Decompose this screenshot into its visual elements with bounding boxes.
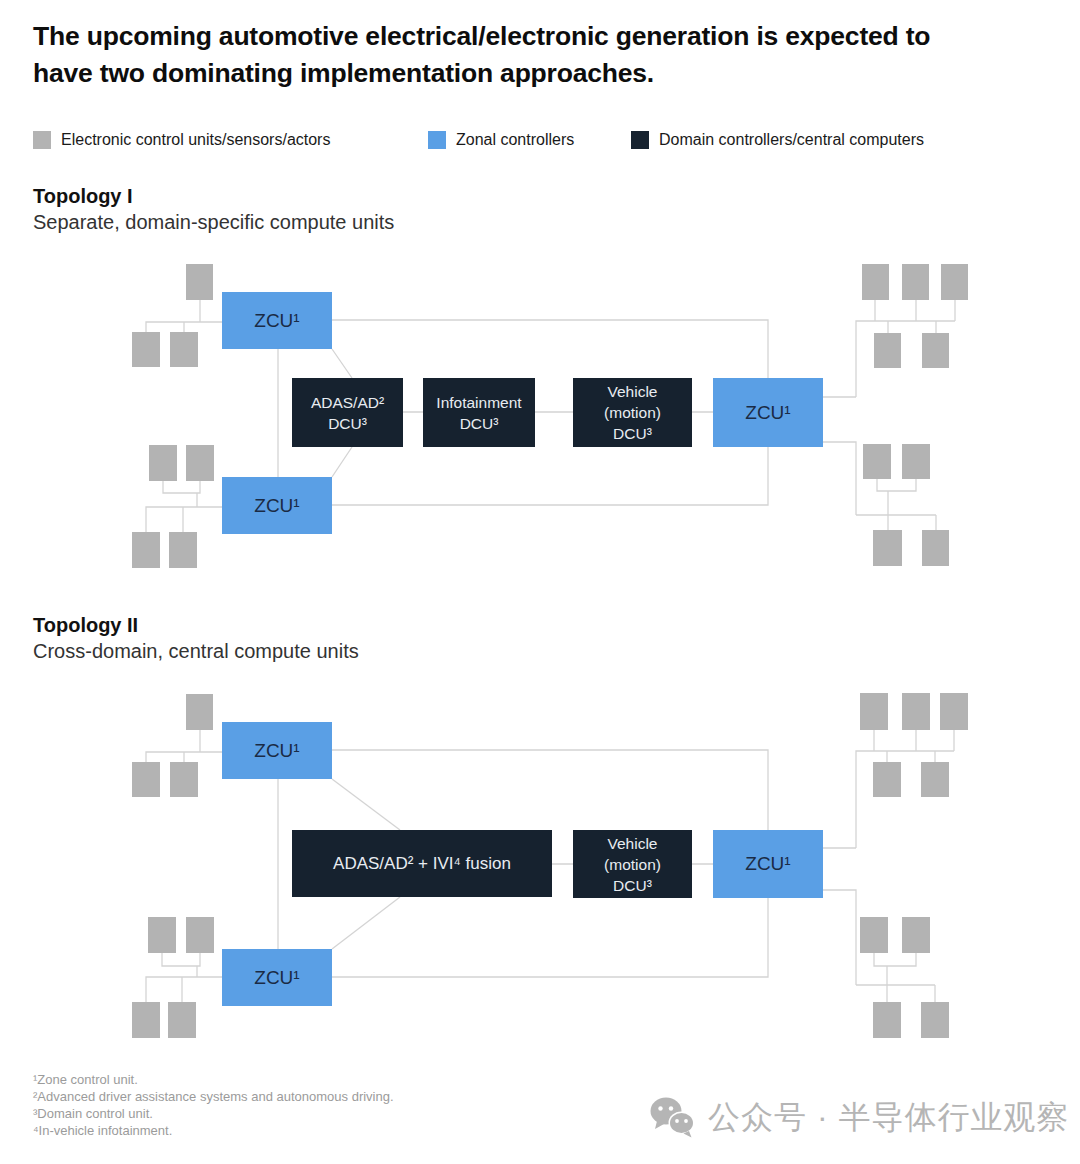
- ecu-square: [168, 1002, 196, 1038]
- ecu-square: [860, 693, 888, 730]
- ecu-square: [170, 762, 198, 797]
- ecu-square: [132, 332, 160, 367]
- topology2-zcu-right: ZCU¹: [713, 830, 823, 898]
- ecu-square: [863, 444, 891, 479]
- infographic-canvas: The upcoming automotive electrical/elect…: [0, 0, 1080, 1164]
- topology2-zcu-top-left: ZCU¹: [222, 722, 332, 779]
- ecu-square: [941, 264, 968, 300]
- ecu-square: [921, 1002, 949, 1038]
- topology2-zcu-bottom-left: ZCU¹: [222, 949, 332, 1006]
- topology2-adas-ivi-fusion-box: ADAS/AD² + IVI⁴ fusion: [292, 830, 552, 897]
- ecu-square: [132, 532, 160, 568]
- ecu-square: [186, 694, 213, 730]
- ecu-square: [902, 444, 930, 479]
- ecu-square: [873, 1002, 901, 1038]
- ecu-square: [922, 530, 949, 566]
- ecu-square: [902, 264, 929, 300]
- ecu-square: [922, 333, 949, 368]
- ecu-square: [170, 332, 198, 367]
- ecu-square: [902, 693, 930, 730]
- ecu-square: [940, 693, 968, 730]
- topology1-infotainment-dcu-box: Infotainment DCU³: [423, 378, 535, 447]
- connector-lines: [0, 0, 1080, 1164]
- ecu-square: [874, 333, 901, 368]
- ecu-square: [862, 264, 889, 300]
- ecu-square: [132, 762, 160, 797]
- ecu-square: [902, 917, 930, 953]
- ecu-square: [186, 445, 214, 481]
- ecu-square: [873, 762, 901, 797]
- topology1-adas-dcu-box: ADAS/AD² DCU³: [292, 378, 403, 447]
- topology1-vehicle-dcu-box: Vehicle (motion) DCU³: [573, 378, 692, 447]
- topology1-zcu-bottom-left: ZCU¹: [222, 477, 332, 534]
- topology2-vehicle-dcu-box: Vehicle (motion) DCU³: [573, 830, 692, 898]
- ecu-square: [873, 530, 902, 566]
- ecu-square: [149, 445, 177, 481]
- ecu-square: [186, 917, 214, 953]
- ecu-square: [860, 917, 888, 953]
- ecu-square: [148, 917, 176, 953]
- ecu-square: [169, 532, 197, 568]
- ecu-square: [921, 762, 949, 797]
- topology1-zcu-right: ZCU¹: [713, 378, 823, 447]
- ecu-square: [186, 264, 213, 300]
- topology1-zcu-top-left: ZCU¹: [222, 292, 332, 349]
- ecu-square: [132, 1002, 160, 1038]
